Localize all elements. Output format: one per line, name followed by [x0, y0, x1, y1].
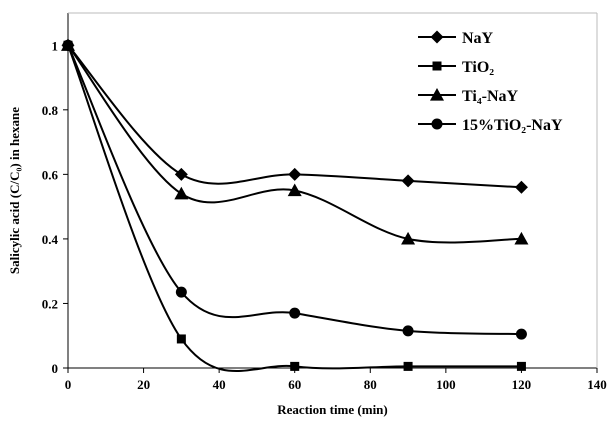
legend-marker: [430, 88, 444, 101]
legend-item: TiO₂: [418, 59, 494, 76]
series-1: [61, 38, 528, 194]
legend-item: 15%TiO₂-NaY: [418, 117, 563, 134]
x-tick-label: 60: [288, 377, 301, 392]
series-1-point: [288, 167, 302, 181]
x-tick-label: 20: [137, 377, 150, 392]
legend-label: NaY: [462, 30, 494, 47]
y-tick-label: 0.6: [42, 167, 59, 182]
y-tick-label: 0.4: [42, 232, 59, 247]
series-2-point: [290, 361, 300, 371]
series-2-point: [176, 334, 186, 344]
legend-label: TiO₂: [462, 59, 494, 76]
y-tick-label: 0: [52, 361, 59, 376]
series-3-point: [514, 231, 529, 245]
series-3-line: [67, 44, 522, 244]
series-2-point: [403, 361, 413, 371]
series-4-point: [402, 325, 414, 337]
series-1-line: [67, 44, 522, 189]
series-3-point: [287, 183, 302, 197]
series-2: [63, 40, 526, 373]
x-tick-label: 120: [512, 377, 532, 392]
x-tick-label: 140: [587, 377, 607, 392]
series-3: [61, 38, 529, 245]
series-4-point: [515, 328, 527, 340]
legend-marker: [431, 118, 443, 130]
axes: 0 20 40 60 80 100 120 140 0 0.2 0.4 0.6 0.8 1: [42, 12, 607, 392]
series-1-point: [401, 174, 415, 188]
legend-item: Ti₄-NaY: [418, 88, 519, 105]
series-layer: [61, 38, 529, 373]
legend-label: Ti₄-NaY: [462, 88, 519, 105]
x-tick-label: 40: [213, 377, 226, 392]
x-tick-label: 80: [364, 377, 377, 392]
y-tick-label: 0.2: [42, 296, 58, 311]
legend-marker: [430, 30, 444, 44]
series-4-point: [62, 39, 74, 51]
series-4-line: [67, 44, 522, 336]
y-tick-label: 1: [52, 38, 59, 53]
series-4-point: [175, 286, 187, 298]
series-4: [62, 39, 527, 340]
series-2-line: [67, 44, 522, 373]
legend: NaY TiO₂ Ti₄-NaY 15%TiO₂-NaY: [418, 30, 563, 134]
series-1-point: [514, 180, 528, 194]
series-4-point: [289, 307, 301, 319]
x-axis-title: Reaction time (min): [277, 402, 387, 417]
x-tick-label: 0: [65, 377, 72, 392]
series-1-point: [174, 167, 188, 181]
series-2-point: [516, 361, 526, 371]
legend-label: 15%TiO₂-NaY: [462, 117, 563, 134]
y-axis-title: Salicylic acid (C/C₀) in hexane: [7, 107, 22, 274]
x-tick-label: 100: [436, 377, 456, 392]
y-tick-label: 0.8: [42, 103, 59, 118]
series-3-point: [174, 186, 189, 200]
legend-item: NaY: [418, 30, 494, 47]
legend-marker: [432, 61, 442, 71]
series-3-point: [401, 231, 416, 245]
